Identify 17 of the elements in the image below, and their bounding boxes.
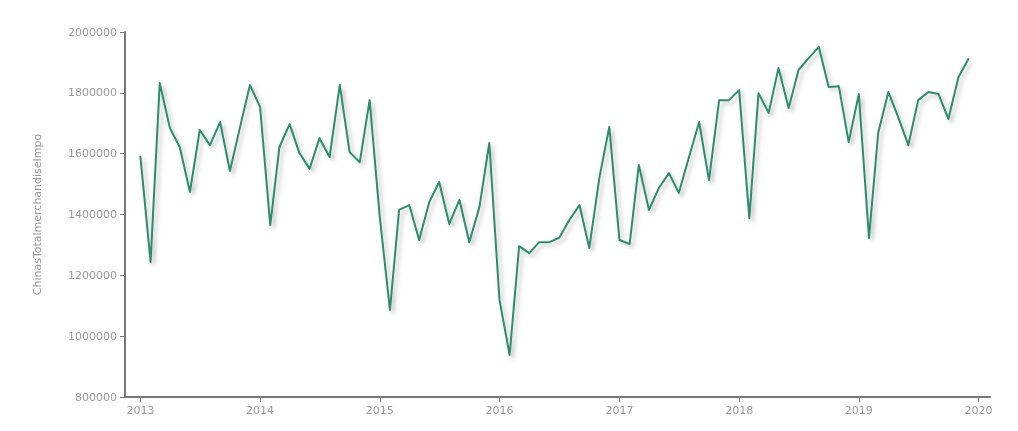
y-tick-label: 1800000 bbox=[68, 86, 117, 100]
line-series bbox=[139, 45, 970, 357]
x-tick-label: 2017 bbox=[605, 404, 634, 417]
x-tick-label: 2013 bbox=[126, 404, 155, 417]
y-tick-label: 1400000 bbox=[68, 208, 117, 221]
y-tick-label: 800000 bbox=[75, 390, 117, 404]
y-tick-label: 1200000 bbox=[68, 268, 117, 282]
y-tick-label: 1000000 bbox=[68, 329, 117, 343]
x-tick-label: 2020 bbox=[964, 404, 993, 417]
x-tick-label: 2016 bbox=[485, 404, 514, 417]
y-tick-label: 1600000 bbox=[68, 147, 117, 161]
y-tick-label: 2000000 bbox=[68, 25, 117, 39]
x-tick-label: 2018 bbox=[725, 404, 754, 417]
y-axis-title: ChinasTotalmerchandiseImpo bbox=[31, 133, 44, 296]
x-tick-label: 2014 bbox=[246, 404, 275, 417]
x-tick-label: 2019 bbox=[844, 404, 873, 417]
x-tick-label: 2015 bbox=[365, 404, 394, 417]
